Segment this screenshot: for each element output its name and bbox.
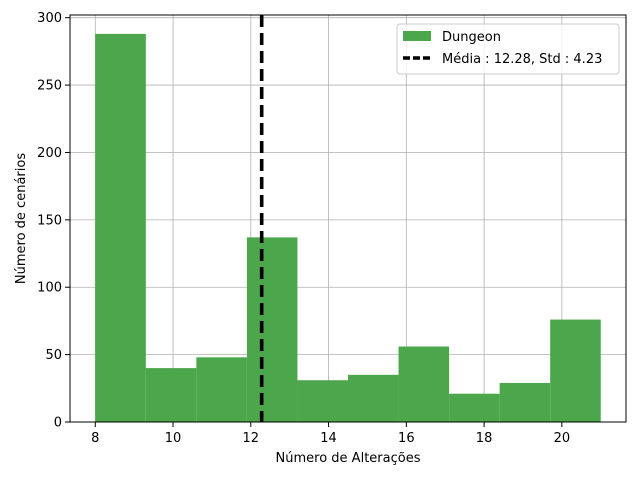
histogram-bar [145, 368, 197, 422]
legend-box [396, 23, 620, 75]
x-tick-label: 18 [476, 431, 493, 446]
x-tick-label: 20 [554, 431, 571, 446]
y-tick-label: 100 [37, 281, 62, 296]
x-tick-label: 12 [243, 431, 260, 446]
histogram-bar [348, 374, 399, 422]
histogram-bar [398, 346, 450, 422]
legend-label-mean: Média : 12.28, Std : 4.23 [442, 52, 602, 67]
plot-frame [69, 14, 627, 423]
x-tick-label: 8 [91, 431, 99, 446]
y-axis-label: Número de cenários [14, 153, 29, 284]
y-tick-label: 150 [37, 213, 62, 228]
histogram-bar [449, 393, 500, 422]
histogram-bar [95, 33, 146, 422]
x-axis-label: Número de Alterações [276, 451, 421, 466]
histogram-bar [550, 319, 601, 422]
y-tick-label: 300 [37, 11, 62, 26]
y-tick-label: 50 [45, 348, 62, 363]
y-tick-label: 0 [54, 416, 62, 431]
bars [95, 33, 601, 422]
y-tick-label: 250 [37, 79, 62, 94]
x-tick-label: 14 [320, 431, 337, 446]
histogram-bar [246, 237, 298, 422]
histogram-bar [499, 382, 551, 422]
legend-label-dungeon: Dungeon [442, 30, 501, 45]
legend-swatch-dungeon [403, 31, 431, 41]
x-tick-label: 10 [165, 431, 182, 446]
histogram-bar [297, 380, 348, 422]
histogram-bar [196, 357, 247, 422]
y-tick-label: 200 [37, 146, 62, 161]
legend: Dungeon Média : 12.28, Std : 4.23 [396, 23, 620, 75]
x-tick-label: 16 [398, 431, 415, 446]
